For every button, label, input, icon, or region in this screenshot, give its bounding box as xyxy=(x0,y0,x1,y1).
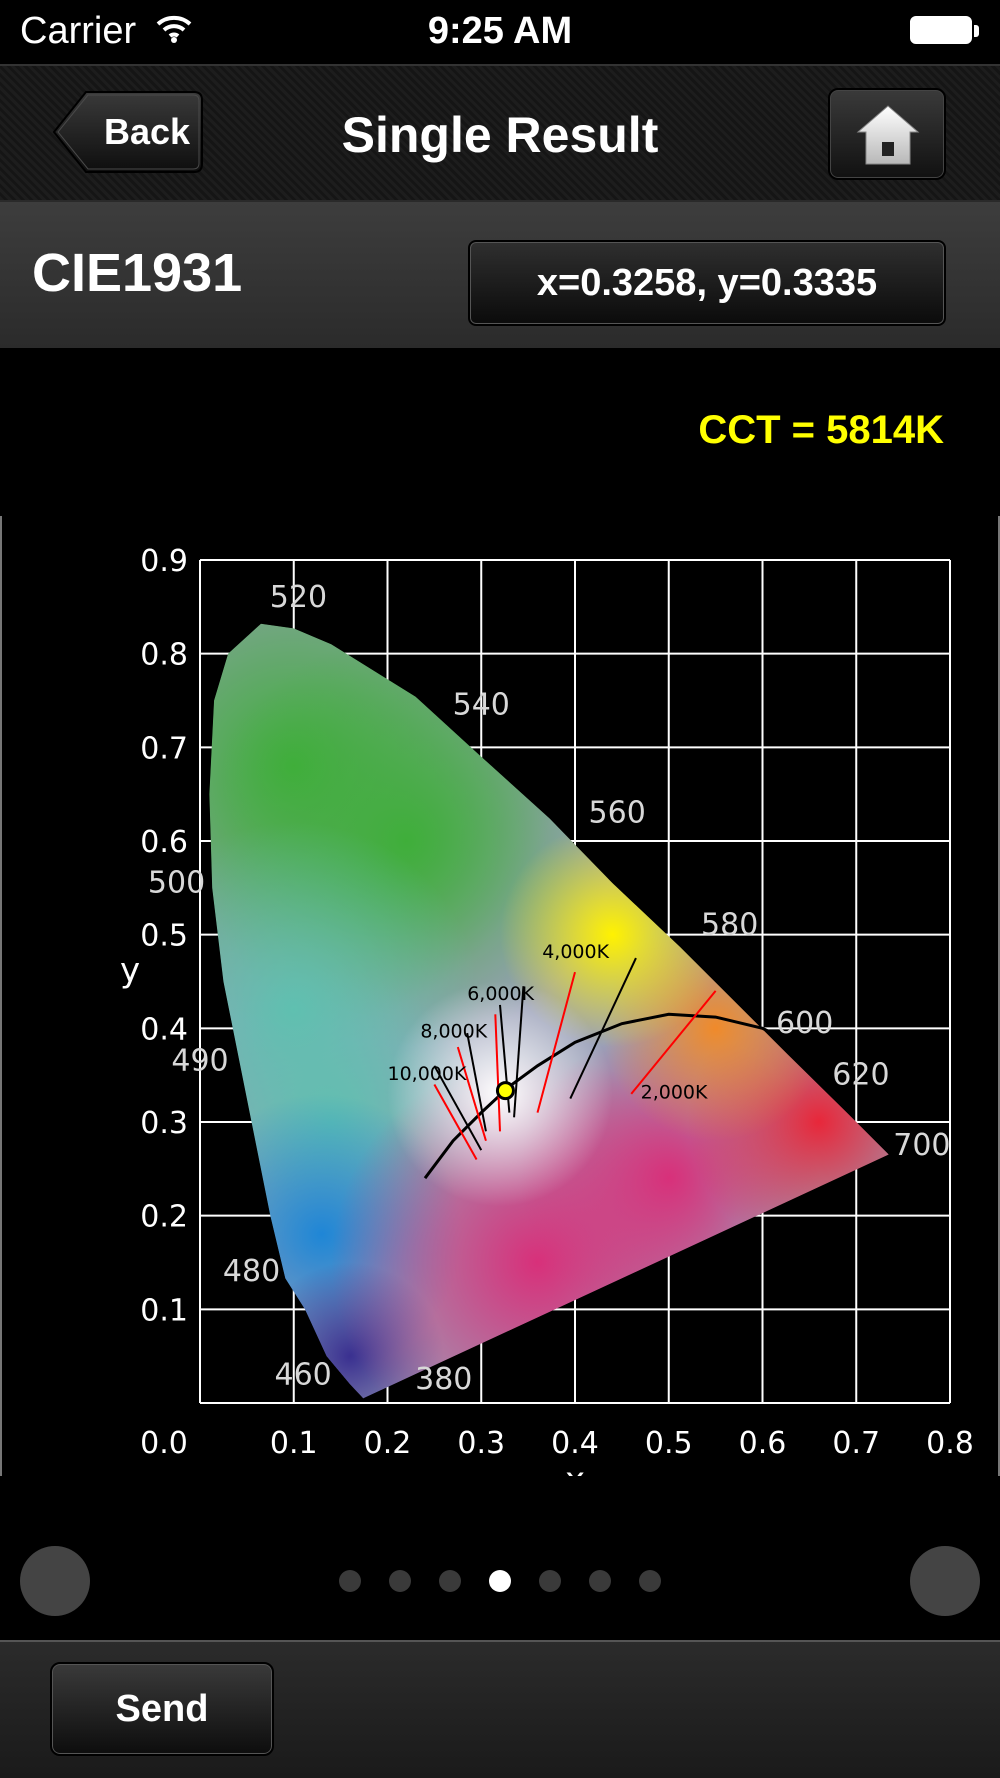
send-button[interactable]: Send xyxy=(50,1662,274,1756)
wavelength-label: 380 xyxy=(415,1362,472,1397)
wavelength-label: 460 xyxy=(274,1357,331,1392)
measured-point-marker xyxy=(495,1081,515,1101)
navigation-bar: Single Result Back xyxy=(0,64,1000,202)
back-button-label: Back xyxy=(103,111,191,152)
x-tick-label: 0.1 xyxy=(270,1426,318,1461)
y-tick-label: 0.4 xyxy=(140,1012,188,1047)
page-indicator[interactable] xyxy=(0,1570,1000,1592)
isotherm-line xyxy=(433,1065,483,1151)
wavelength-label: 490 xyxy=(171,1043,228,1078)
isotherm-line xyxy=(466,1032,487,1132)
wifi-icon xyxy=(156,14,192,49)
isotherm-line xyxy=(433,1084,478,1160)
x-tick-label: 0.8 xyxy=(926,1426,974,1461)
isotherm-line xyxy=(630,990,717,1095)
x-tick-label: 0.5 xyxy=(645,1426,693,1461)
previous-page-button[interactable] xyxy=(20,1546,90,1616)
battery-icon xyxy=(910,16,980,48)
wavelength-label: 480 xyxy=(223,1254,280,1289)
y-axis-label: y xyxy=(120,951,140,991)
wavelength-label: 500 xyxy=(148,866,205,901)
cct-value: CCT = 5814K xyxy=(698,408,944,452)
home-icon xyxy=(856,105,920,165)
status-bar: Carrier 9:25 AM xyxy=(0,0,1000,64)
x-tick-label: 0.4 xyxy=(551,1426,599,1461)
x-tick-label: 0.3 xyxy=(457,1426,505,1461)
x-tick-label: 0.2 xyxy=(364,1426,412,1461)
x-tick-label: 0.7 xyxy=(832,1426,880,1461)
bottom-toolbar: Send xyxy=(0,1640,1000,1778)
wavelength-label: 700 xyxy=(893,1128,950,1163)
isotherm-line xyxy=(536,971,576,1113)
back-button[interactable]: Back xyxy=(52,90,204,174)
cie-chart-area: 0.1 0.2 0.3 0.4 0.5 0.6 0.7 0.8 0.0 0.1 0.2 0.3 0.4 0… xyxy=(0,516,1000,1500)
isotherm-label: 8,000K xyxy=(420,1021,487,1043)
page-dot[interactable] xyxy=(639,1570,661,1592)
y-tick-label: 0.6 xyxy=(140,825,188,860)
y-tick-label: 0.5 xyxy=(140,919,188,954)
isotherm-line xyxy=(494,1014,501,1132)
isotherm-line xyxy=(456,1046,487,1142)
coordinates-display[interactable]: x=0.3258, y=0.3335 xyxy=(468,240,946,326)
wavelength-label: 600 xyxy=(776,1006,833,1041)
isotherm-label: 2,000K xyxy=(641,1082,708,1104)
page-dot[interactable] xyxy=(589,1570,611,1592)
x-axis-label: x xyxy=(565,1460,585,1476)
y-tick-label: 0.9 xyxy=(140,544,188,579)
page-dot[interactable] xyxy=(339,1570,361,1592)
wavelength-label: 580 xyxy=(701,908,758,943)
y-tick-label: 0.3 xyxy=(140,1106,188,1141)
carrier-label: Carrier xyxy=(20,10,137,52)
wavelength-label: 560 xyxy=(589,795,646,830)
x-tick-label: 0.6 xyxy=(739,1426,787,1461)
cie1931-chart: 0.1 0.2 0.3 0.4 0.5 0.6 0.7 0.8 0.0 0.1 0.2 0.3 0.4 0… xyxy=(120,544,974,1500)
home-button[interactable] xyxy=(828,88,946,180)
isotherm-label: 4,000K xyxy=(542,941,609,963)
y-tick-label: 0.8 xyxy=(140,638,188,673)
status-time: 9:25 AM xyxy=(427,10,573,52)
page-dot[interactable] xyxy=(389,1570,411,1592)
y-tick-label: 0.2 xyxy=(140,1200,188,1235)
wavelength-label: 620 xyxy=(832,1058,889,1093)
y-tick-label: 0.1 xyxy=(140,1293,188,1328)
page-dot[interactable] xyxy=(539,1570,561,1592)
page-dot[interactable] xyxy=(489,1570,511,1592)
planckian-locus xyxy=(423,1012,820,1180)
isotherm-label: 10,000K xyxy=(388,1063,467,1085)
isotherm-line xyxy=(513,986,525,1118)
y-tick-label: 0.7 xyxy=(140,731,188,766)
page-dot[interactable] xyxy=(439,1570,461,1592)
isotherm-line xyxy=(569,957,637,1100)
x-tick-label: 0.0 xyxy=(140,1426,188,1461)
page-title: Single Result xyxy=(341,107,659,163)
isotherm-label: 6,000K xyxy=(467,983,534,1005)
diagram-type-label: CIE1931 xyxy=(32,243,243,303)
wavelength-label: 540 xyxy=(453,688,510,723)
result-header: CIE1931 x=0.3258, y=0.3335 xyxy=(0,202,1000,348)
next-page-button[interactable] xyxy=(910,1546,980,1616)
wavelength-label: 520 xyxy=(270,580,327,615)
